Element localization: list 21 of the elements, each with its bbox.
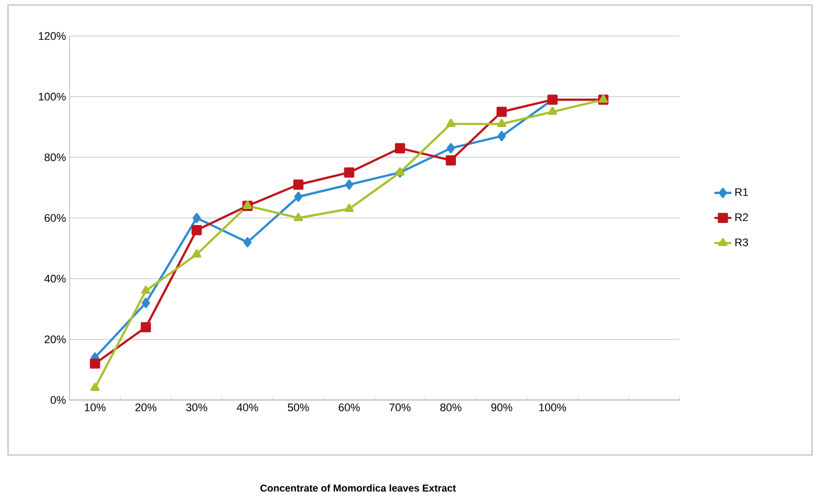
x-tick-label: 50% — [288, 404, 309, 412]
y-tick-label: 20% — [44, 335, 66, 344]
x-tick-label: 100% — [539, 404, 566, 412]
legend-label: R1 — [735, 188, 748, 196]
y-tick-label: 0% — [50, 396, 66, 404]
x-tick-label: 20% — [135, 404, 156, 412]
x-tick-label: 80% — [440, 404, 462, 412]
x-tick-label: 60% — [338, 404, 360, 412]
y-tick-label: 120% — [38, 32, 66, 40]
y-tick-label: 60% — [44, 214, 66, 222]
x-tick-label: 70% — [390, 404, 411, 412]
y-tick-label: 40% — [44, 274, 66, 283]
legend-label: R3 — [735, 238, 748, 246]
x-tick-label: 30% — [186, 404, 208, 412]
x-tick-label: 40% — [236, 404, 258, 412]
legend-label: R2 — [735, 213, 748, 222]
y-tick-label: 80% — [44, 153, 66, 162]
text: Concentrate of Momordica leaves Extract — [260, 484, 456, 492]
x-tick-label: 90% — [491, 404, 512, 412]
y-tick-label: 100% — [38, 92, 66, 101]
x-tick-label: 10% — [84, 404, 106, 412]
